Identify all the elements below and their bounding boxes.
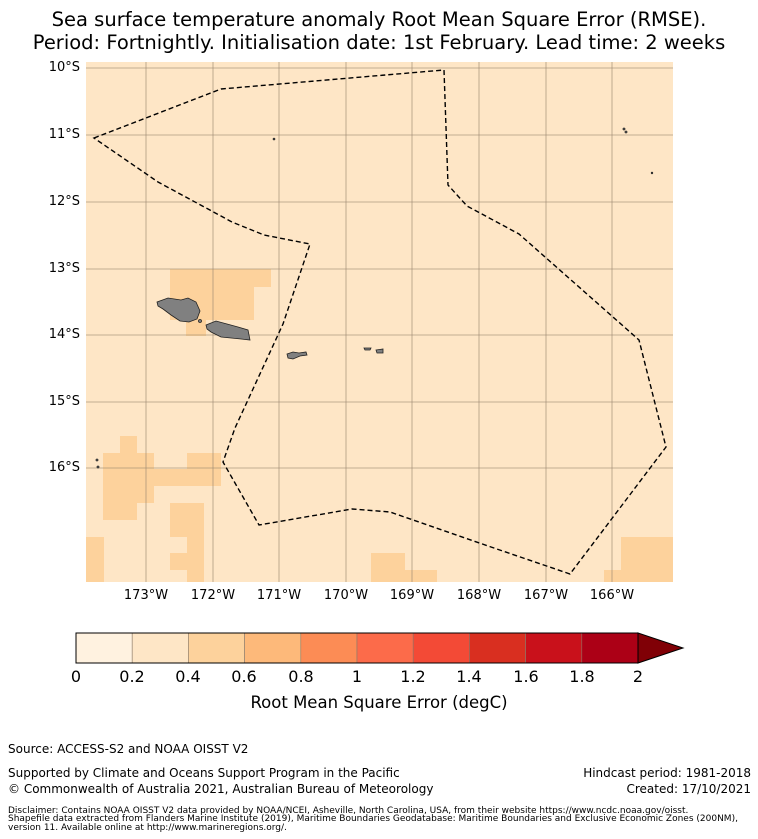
lat-label-15s: 15°S bbox=[48, 394, 80, 409]
colorbar-cell bbox=[412, 632, 470, 664]
copyright-text: © Commonwealth of Australia 2021, Austra… bbox=[8, 782, 434, 796]
lat-label-14s: 14°S bbox=[48, 327, 80, 342]
rmse-cell bbox=[371, 553, 405, 582]
lat-label-16s: 16°S bbox=[48, 460, 80, 475]
colorbar-tick-1.4: 1.4 bbox=[456, 667, 482, 686]
colorbar-cell bbox=[75, 632, 133, 664]
lat-label-13s: 13°S bbox=[48, 261, 80, 276]
lon-label-173w: 173°W bbox=[123, 588, 169, 603]
lat-label-12s: 12°S bbox=[48, 194, 80, 209]
land-masses bbox=[95, 127, 654, 469]
islet bbox=[96, 465, 100, 469]
colorbar-cell bbox=[131, 632, 189, 664]
source-text: Source: ACCESS-S2 and NOAA OISST V2 bbox=[8, 742, 249, 756]
islet bbox=[624, 130, 628, 134]
map-title-line-2: Period: Fortnightly. Initialisation date… bbox=[32, 31, 726, 54]
colorbar-cells bbox=[75, 632, 639, 664]
colorbar-tick-1.8: 1.8 bbox=[569, 667, 595, 686]
rmse-cell bbox=[621, 537, 673, 582]
rmse-cell bbox=[187, 453, 221, 469]
rmse-cell bbox=[186, 320, 206, 336]
hindcast-period-text: Hindcast period: 1981-2018 bbox=[583, 766, 751, 780]
colorbar-tick-0.6: 0.6 bbox=[231, 667, 257, 686]
colorbar-tick-0: 0 bbox=[70, 667, 82, 686]
colorbar-cell bbox=[356, 632, 414, 664]
colorbar-tick-1: 1 bbox=[351, 667, 363, 686]
rmse-cell bbox=[187, 537, 204, 582]
rmse-cell bbox=[170, 553, 187, 570]
upolu-island bbox=[205, 320, 251, 341]
rmse-cell bbox=[170, 269, 271, 287]
colorbar-tick-1.2: 1.2 bbox=[400, 667, 426, 686]
tutuila-island bbox=[286, 351, 308, 360]
disclaimer-line-2: Shapefile data extracted from Flanders M… bbox=[8, 814, 738, 824]
colorbar-frame bbox=[75, 632, 639, 664]
lon-label-168w: 168°W bbox=[456, 588, 502, 603]
colorbar-tick-0.8: 0.8 bbox=[288, 667, 314, 686]
lon-label-166w: 166°W bbox=[589, 588, 635, 603]
rmse-cell bbox=[86, 537, 104, 582]
graticule bbox=[86, 62, 673, 582]
rmse-cell bbox=[120, 436, 137, 453]
lon-label-167w: 167°W bbox=[523, 588, 569, 603]
map-title-line-1: Sea surface temperature anomaly Root Mea… bbox=[51, 8, 707, 31]
colorbar-tick-0.2: 0.2 bbox=[119, 667, 145, 686]
colorbar-tick-1.6: 1.6 bbox=[513, 667, 539, 686]
colorbar-cell bbox=[581, 632, 639, 664]
created-date-text: Created: 17/10/2021 bbox=[626, 782, 751, 796]
maritime-boundaries[interactable] bbox=[92, 69, 667, 575]
rmse-cell bbox=[103, 469, 221, 486]
disclaimer-line-3: version 11. Available online at http://w… bbox=[8, 823, 287, 833]
colorbar bbox=[75, 632, 685, 664]
rmse-cell bbox=[103, 503, 137, 520]
lat-label-11s: 11°S bbox=[48, 127, 80, 142]
ofu-island bbox=[363, 347, 372, 351]
rmse-cell bbox=[103, 453, 154, 469]
lat-label-10s: 10°S bbox=[48, 60, 80, 75]
islet bbox=[198, 319, 202, 323]
eez-boundary[interactable] bbox=[92, 69, 667, 575]
savaii-island bbox=[156, 297, 201, 323]
colorbar-label: Root Mean Square Error (degC) bbox=[250, 693, 508, 712]
colorbar-cell bbox=[525, 632, 583, 664]
colorbar-extend-arrow bbox=[637, 632, 685, 664]
islet bbox=[95, 458, 99, 462]
colorbar-cell bbox=[188, 632, 245, 664]
disclaimer-line-1: Disclaimer: Contains NOAA OISST V2 data … bbox=[8, 806, 689, 816]
colorbar-cell bbox=[300, 632, 358, 664]
rmse-cell bbox=[103, 486, 154, 503]
rmse-cell bbox=[604, 570, 621, 582]
lon-label-169w: 169°W bbox=[389, 588, 435, 603]
islet bbox=[650, 171, 654, 175]
rmse-cell bbox=[170, 503, 204, 537]
colorbar-cell bbox=[244, 632, 302, 664]
rmse-cell bbox=[405, 570, 437, 582]
tau-island bbox=[375, 348, 384, 354]
rmse-map[interactable] bbox=[86, 62, 673, 582]
map-background bbox=[86, 62, 673, 582]
islet bbox=[272, 137, 276, 141]
colorbar-tick-0.4: 0.4 bbox=[175, 667, 201, 686]
lon-label-170w: 170°W bbox=[323, 588, 369, 603]
lon-label-172w: 172°W bbox=[190, 588, 236, 603]
islet bbox=[622, 127, 626, 131]
colorbar-cell bbox=[469, 632, 526, 664]
lon-label-171w: 171°W bbox=[256, 588, 302, 603]
colorbar-tick-2: 2 bbox=[632, 667, 644, 686]
support-text: Supported by Climate and Oceans Support … bbox=[8, 766, 400, 780]
